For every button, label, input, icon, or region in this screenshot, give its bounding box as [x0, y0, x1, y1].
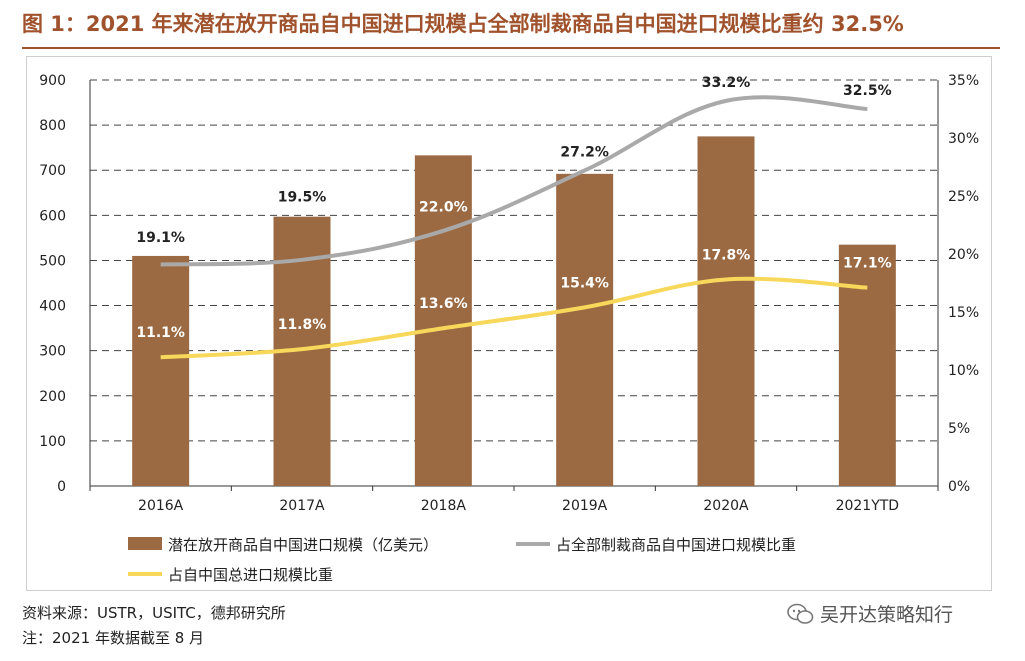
watermark: 吴开达策略知行	[786, 600, 953, 627]
bar	[556, 173, 614, 486]
y-tick-label: 300	[39, 344, 66, 360]
data-label-share-total: 11.1%	[136, 325, 185, 341]
data-label-share-total: 11.8%	[278, 317, 327, 333]
y-tick-label: 200	[39, 389, 66, 405]
y-tick-label: 900	[39, 73, 66, 89]
y2-tick-label: 30%	[948, 131, 979, 147]
y2-tick-label: 10%	[948, 363, 979, 379]
bar	[414, 155, 472, 486]
data-label-share-sanctioned: 19.1%	[136, 230, 185, 246]
data-label-share-sanctioned: 27.2%	[560, 144, 609, 160]
y-tick-label: 700	[39, 163, 66, 179]
x-tick-label: 2021YTD	[836, 498, 900, 514]
chat-bubble-icon	[787, 603, 814, 624]
legend-bar-swatch	[128, 537, 162, 550]
data-label-share-sanctioned: 33.2%	[702, 75, 751, 91]
y2-tick-label: 0%	[948, 479, 970, 495]
y2-tick-label: 20%	[948, 247, 979, 263]
x-tick-label: 2019A	[562, 498, 608, 514]
data-label-share-total: 17.8%	[702, 248, 751, 264]
x-tick-label: 2016A	[138, 498, 184, 514]
figure-title: 图 1：2021 年来潜在放开商品自中国进口规模占全部制裁商品自中国进口规模比重…	[22, 12, 904, 36]
x-tick-label: 2017A	[279, 498, 325, 514]
y-tick-label: 600	[39, 208, 66, 224]
footnote: 注：2021 年数据截至 8 月	[22, 629, 205, 647]
title-divider	[22, 47, 1000, 49]
legend-bar-label: 潜在放开商品自中国进口规模（亿美元）	[168, 536, 438, 554]
data-label-share-sanctioned: 19.5%	[278, 190, 327, 206]
bar	[132, 255, 190, 486]
data-label-share-total: 17.1%	[843, 256, 892, 272]
source-note: 资料来源：USTR，USITC，德邦研究所	[22, 604, 286, 622]
y2-tick-label: 35%	[948, 73, 979, 89]
data-label-share-total: 13.6%	[419, 296, 468, 312]
bar	[697, 136, 755, 486]
y2-tick-label: 5%	[948, 421, 970, 437]
x-tick-label: 2020A	[703, 498, 749, 514]
bar	[838, 244, 896, 486]
data-label-share-total: 15.4%	[560, 275, 609, 291]
y2-tick-label: 25%	[948, 189, 979, 205]
y-tick-label: 0	[57, 479, 66, 495]
chart-frame	[26, 56, 992, 591]
data-label-share-sanctioned: 22.0%	[419, 199, 468, 215]
line-share-total	[160, 276, 868, 360]
y-tick-label: 100	[39, 434, 66, 450]
y-tick-label: 500	[39, 253, 66, 269]
y-tick-label: 400	[39, 299, 66, 315]
x-tick-label: 2018A	[421, 498, 467, 514]
line-share-sanctioned	[160, 95, 868, 267]
y-tick-label: 800	[39, 118, 66, 134]
data-label-share-sanctioned: 32.5%	[843, 83, 892, 99]
y2-tick-label: 15%	[948, 305, 979, 321]
legend-share-sanctioned-label: 占全部制裁商品自中国进口规模比重	[556, 536, 796, 554]
legend-share-total-label: 占自中国总进口规模比重	[168, 566, 333, 584]
watermark-text: 吴开达策略知行	[820, 604, 954, 626]
